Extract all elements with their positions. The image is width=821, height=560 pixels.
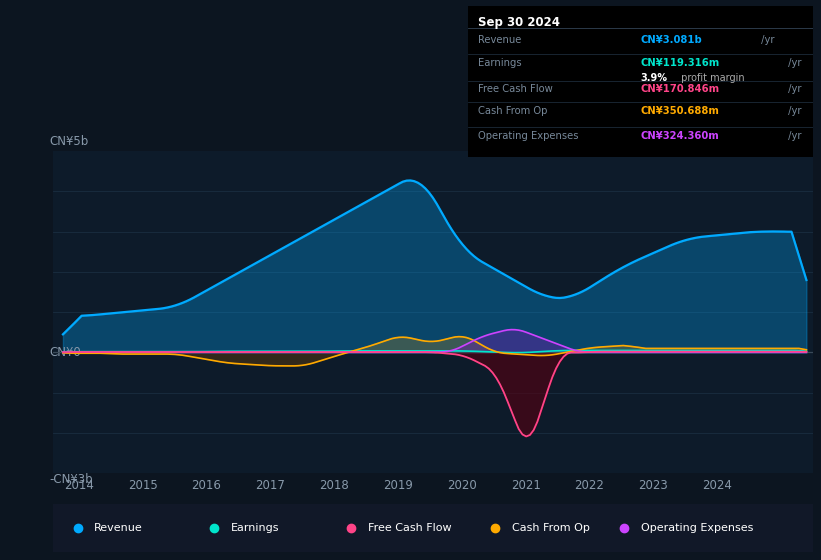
Text: Revenue: Revenue <box>479 35 521 45</box>
Text: /yr: /yr <box>785 84 801 94</box>
Text: CN¥5b: CN¥5b <box>49 135 89 148</box>
Text: /yr: /yr <box>785 58 801 68</box>
Text: CN¥170.846m: CN¥170.846m <box>640 84 719 94</box>
Text: Earnings: Earnings <box>479 58 522 68</box>
Text: /yr: /yr <box>759 35 775 45</box>
Text: Operating Expenses: Operating Expenses <box>479 130 579 141</box>
Text: 3.9%: 3.9% <box>640 73 667 83</box>
Text: /yr: /yr <box>785 106 801 116</box>
Text: CN¥3.081b: CN¥3.081b <box>640 35 702 45</box>
Text: Operating Expenses: Operating Expenses <box>641 523 754 533</box>
Text: CN¥0: CN¥0 <box>49 346 81 359</box>
Text: Cash From Op: Cash From Op <box>512 523 590 533</box>
Text: CN¥324.360m: CN¥324.360m <box>640 130 719 141</box>
Text: CN¥119.316m: CN¥119.316m <box>640 58 720 68</box>
Text: /yr: /yr <box>785 130 801 141</box>
Text: Revenue: Revenue <box>94 523 143 533</box>
Text: Cash From Op: Cash From Op <box>479 106 548 116</box>
Text: Free Cash Flow: Free Cash Flow <box>368 523 452 533</box>
Text: profit margin: profit margin <box>678 73 745 83</box>
Text: -CN¥3b: -CN¥3b <box>49 473 94 486</box>
Text: Free Cash Flow: Free Cash Flow <box>479 84 553 94</box>
Text: Earnings: Earnings <box>231 523 280 533</box>
Text: Sep 30 2024: Sep 30 2024 <box>479 16 560 29</box>
Text: CN¥350.688m: CN¥350.688m <box>640 106 719 116</box>
